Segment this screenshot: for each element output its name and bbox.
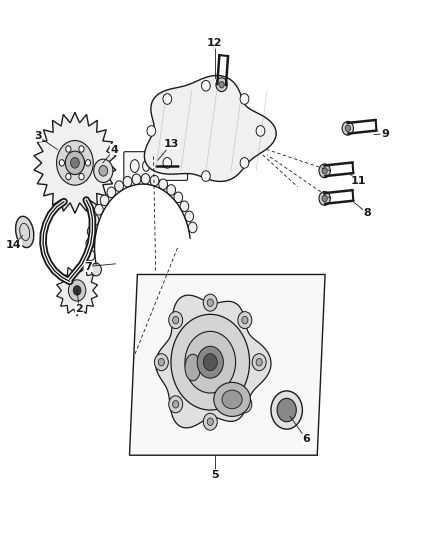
Circle shape bbox=[73, 286, 81, 295]
Text: 5: 5 bbox=[211, 470, 219, 480]
Text: 9: 9 bbox=[381, 128, 389, 139]
Circle shape bbox=[100, 195, 109, 206]
Circle shape bbox=[252, 354, 266, 370]
Circle shape bbox=[345, 125, 350, 132]
Circle shape bbox=[107, 187, 116, 198]
Circle shape bbox=[154, 354, 168, 370]
Circle shape bbox=[79, 173, 84, 180]
Circle shape bbox=[188, 222, 197, 233]
Circle shape bbox=[85, 160, 91, 166]
Circle shape bbox=[65, 151, 85, 174]
Circle shape bbox=[150, 175, 159, 186]
Circle shape bbox=[203, 354, 217, 370]
Text: 12: 12 bbox=[207, 38, 223, 48]
Circle shape bbox=[132, 174, 141, 184]
Circle shape bbox=[319, 191, 330, 205]
Text: 2: 2 bbox=[75, 304, 83, 314]
Circle shape bbox=[201, 171, 210, 181]
Circle shape bbox=[95, 204, 103, 215]
Circle shape bbox=[158, 359, 164, 366]
Circle shape bbox=[147, 126, 155, 136]
Circle shape bbox=[238, 312, 252, 328]
Polygon shape bbox=[145, 76, 276, 181]
Text: 4: 4 bbox=[110, 144, 118, 155]
Text: 6: 6 bbox=[302, 434, 310, 445]
Circle shape bbox=[319, 164, 330, 177]
Circle shape bbox=[71, 158, 79, 168]
Circle shape bbox=[68, 280, 86, 301]
Polygon shape bbox=[130, 274, 325, 455]
Text: 3: 3 bbox=[34, 131, 42, 141]
Circle shape bbox=[86, 250, 95, 261]
Circle shape bbox=[94, 159, 113, 182]
Circle shape bbox=[174, 192, 183, 203]
Text: 13: 13 bbox=[163, 139, 179, 149]
Circle shape bbox=[277, 398, 296, 422]
Ellipse shape bbox=[222, 390, 242, 409]
Circle shape bbox=[219, 82, 224, 88]
Text: 11: 11 bbox=[351, 176, 367, 187]
Circle shape bbox=[163, 158, 172, 168]
Circle shape bbox=[242, 317, 248, 324]
Circle shape bbox=[201, 80, 210, 91]
Circle shape bbox=[91, 263, 102, 276]
Circle shape bbox=[90, 215, 99, 225]
Circle shape bbox=[141, 174, 150, 184]
Circle shape bbox=[256, 359, 262, 366]
Circle shape bbox=[203, 413, 217, 430]
Text: 7: 7 bbox=[84, 262, 92, 271]
FancyBboxPatch shape bbox=[124, 152, 187, 180]
Circle shape bbox=[180, 201, 189, 212]
Circle shape bbox=[238, 396, 252, 413]
Ellipse shape bbox=[185, 354, 201, 381]
Circle shape bbox=[86, 238, 95, 249]
Circle shape bbox=[185, 332, 236, 393]
Text: 14: 14 bbox=[6, 240, 21, 250]
Circle shape bbox=[79, 146, 84, 152]
Circle shape bbox=[123, 176, 132, 187]
Circle shape bbox=[163, 94, 172, 104]
Circle shape bbox=[322, 195, 327, 201]
Circle shape bbox=[207, 299, 213, 306]
Circle shape bbox=[207, 418, 213, 425]
Circle shape bbox=[169, 312, 183, 328]
Circle shape bbox=[167, 184, 176, 195]
Circle shape bbox=[171, 314, 250, 410]
Circle shape bbox=[115, 181, 124, 191]
Polygon shape bbox=[155, 295, 271, 428]
Circle shape bbox=[87, 226, 96, 237]
Circle shape bbox=[66, 146, 71, 152]
Polygon shape bbox=[34, 112, 116, 213]
Circle shape bbox=[271, 391, 302, 429]
Circle shape bbox=[185, 211, 194, 222]
Circle shape bbox=[57, 141, 93, 185]
Circle shape bbox=[169, 396, 183, 413]
Circle shape bbox=[66, 173, 71, 180]
Circle shape bbox=[173, 401, 179, 408]
Circle shape bbox=[173, 317, 179, 324]
Ellipse shape bbox=[214, 382, 251, 416]
Circle shape bbox=[342, 122, 353, 135]
Circle shape bbox=[99, 165, 108, 176]
Circle shape bbox=[203, 294, 217, 311]
Circle shape bbox=[240, 94, 249, 104]
Circle shape bbox=[256, 126, 265, 136]
Polygon shape bbox=[57, 265, 98, 316]
Circle shape bbox=[159, 179, 167, 190]
Ellipse shape bbox=[16, 216, 34, 248]
Circle shape bbox=[197, 346, 223, 378]
Circle shape bbox=[240, 158, 249, 168]
Circle shape bbox=[242, 401, 248, 408]
Circle shape bbox=[59, 160, 64, 166]
Text: 8: 8 bbox=[364, 208, 371, 219]
Circle shape bbox=[216, 78, 227, 92]
Circle shape bbox=[322, 167, 327, 174]
